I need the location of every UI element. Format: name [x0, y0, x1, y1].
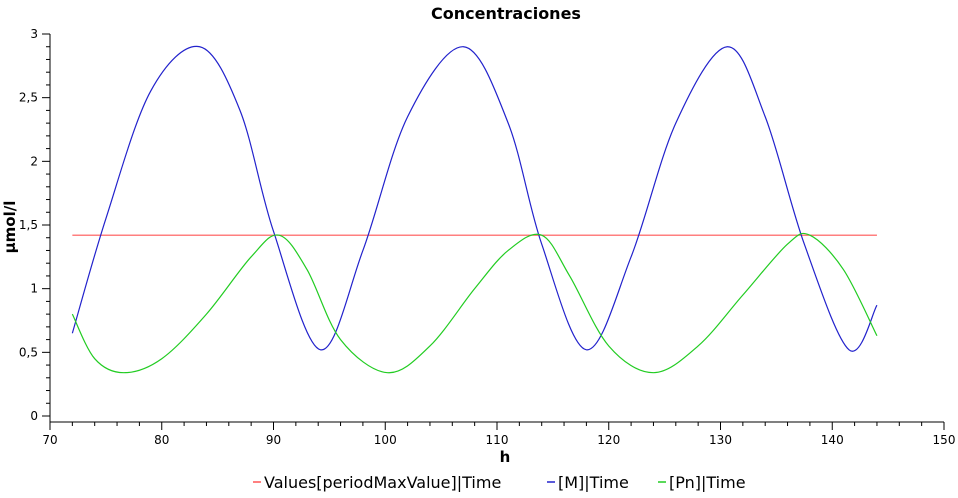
x-ticks: 70 80 90 100 110 120 130 140 150	[42, 422, 955, 447]
chart-title: Concentraciones	[431, 4, 581, 23]
y-tick-label: 3	[30, 27, 38, 41]
y-tick-label: 1,5	[19, 218, 38, 232]
series-line-1	[71, 45, 878, 352]
x-axis-label: h	[500, 448, 511, 466]
x-tick-label: 90	[266, 433, 281, 447]
y-axis-label: µmol/l	[1, 201, 19, 254]
y-tick-label: 1	[30, 282, 38, 296]
plot-lines	[71, 45, 878, 374]
axes	[49, 34, 944, 423]
y-tick-label: 0,5	[19, 345, 38, 359]
x-tick-label: 120	[597, 433, 620, 447]
x-tick-label: 150	[933, 433, 956, 447]
y-tick-label: 2	[30, 154, 38, 168]
series-line-2	[71, 232, 878, 374]
y-tick-label: 2,5	[19, 91, 38, 105]
x-tick-label: 80	[154, 433, 169, 447]
y-ticks: 0 0,5 1 1,5 2 2,5 3	[19, 27, 50, 423]
legend-label-0: Values[periodMaxValue]|Time	[264, 473, 501, 492]
x-tick-label: 140	[821, 433, 844, 447]
y-tick-label: 0	[30, 409, 38, 423]
legend-label-2: [Pn]|Time	[669, 473, 746, 492]
x-tick-label: 130	[709, 433, 732, 447]
legend: Values[periodMaxValue]|Time [M]|Time [Pn]|…	[253, 473, 746, 492]
x-tick-label: 100	[374, 433, 397, 447]
x-tick-label: 110	[486, 433, 509, 447]
x-tick-label: 70	[42, 433, 57, 447]
legend-label-1: [M]|Time	[558, 473, 629, 492]
